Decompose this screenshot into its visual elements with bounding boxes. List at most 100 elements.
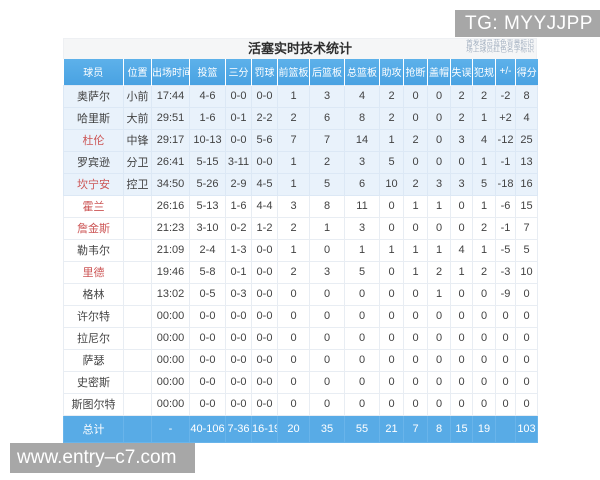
stat-cell: 14 (344, 128, 380, 152)
stat-cell: 5 (309, 172, 345, 196)
stat-cell: 0-5 (189, 282, 226, 306)
stat-cell: 103 (515, 414, 538, 443)
stat-cell: 0-1 (225, 260, 252, 284)
stat-cell: 0 (403, 370, 428, 394)
stat-cell: -18 (495, 172, 516, 196)
stat-cell: 1 (344, 238, 380, 262)
column-header: 球员 (63, 59, 124, 85)
stat-cell: 0-3 (225, 282, 252, 306)
stat-cell: 2 (277, 216, 310, 240)
stat-cell: -1 (495, 150, 516, 174)
stat-cell: 1 (472, 238, 496, 262)
stat-cell: 0 (450, 282, 473, 306)
legend-line-oncourt: 场上球员红色名字标识 (466, 46, 534, 54)
stat-cell: 1 (472, 150, 496, 174)
stat-cell: 0 (495, 304, 516, 328)
player-name: 斯图尔特 (63, 392, 124, 416)
stat-cell: 1 (472, 106, 496, 130)
stat-cell: 1 (427, 194, 451, 218)
stat-cell: 0 (515, 370, 538, 394)
table-header-row: 球员 位置 出场时间 投篮 三分 罚球 前篮板 后篮板 总篮板 助攻 抢断 盖帽 失误 犯规 +/- 得分 (63, 59, 538, 85)
stat-cell: 0 (427, 348, 451, 372)
player-position (123, 194, 152, 218)
watermark-telegram: TG: MYYJJPP (455, 10, 600, 37)
player-position (123, 216, 152, 240)
stat-cell: 0 (344, 370, 380, 394)
stat-cell: 0 (344, 348, 380, 372)
stat-cell: 1 (427, 282, 451, 306)
stat-cell: 55 (344, 414, 380, 443)
stat-cell: 2 (450, 84, 473, 108)
stat-cell: 16-19 (251, 414, 278, 443)
stat-cell: 0 (403, 392, 428, 416)
player-name: 史密斯 (63, 370, 124, 394)
stat-cell: 4 (450, 238, 473, 262)
stat-cell: 0 (450, 150, 473, 174)
stat-cell: 4 (344, 84, 380, 108)
stat-cell: 3 (344, 216, 380, 240)
stat-cell: 1 (277, 150, 310, 174)
stat-cell: 1-6 (225, 194, 252, 218)
player-position (123, 348, 152, 372)
stat-cell: 0 (427, 392, 451, 416)
stat-cell: 0-0 (225, 84, 252, 108)
stat-cell: 19 (472, 414, 496, 443)
player-name: 哈里斯 (63, 106, 124, 130)
column-header: 总篮板 (344, 59, 380, 85)
stat-cell: 0 (427, 150, 451, 174)
stat-cell: 0 (403, 304, 428, 328)
player-position (123, 304, 152, 328)
legend-line-starters: 首发球员蓝色背景标识 (466, 39, 534, 47)
watermark-site-url: www.entry–c7.com (10, 443, 195, 473)
player-name: 萨瑟 (63, 348, 124, 372)
stat-cell: 1 (403, 260, 428, 284)
stat-cell: 7 (277, 128, 310, 152)
stat-cell: 0 (379, 370, 404, 394)
stat-cell: 0 (427, 304, 451, 328)
stat-cell: 0 (309, 238, 345, 262)
stat-cell: 2 (403, 172, 428, 196)
stat-cell: 1 (450, 260, 473, 284)
player-position (123, 260, 152, 284)
stat-cell: 8 (515, 84, 538, 108)
column-header: 出场时间 (151, 59, 190, 85)
stat-cell: 0 (344, 282, 380, 306)
stat-cell: 0 (403, 216, 428, 240)
stat-cell: 2-2 (251, 106, 278, 130)
stat-cell: 0-0 (225, 370, 252, 394)
column-header: 得分 (515, 59, 538, 85)
stat-cell: 00:00 (151, 370, 190, 394)
stat-cell: 0 (427, 216, 451, 240)
stat-cell: 16 (515, 172, 538, 196)
stat-cell: 10 (379, 172, 404, 196)
stat-cell: 34:50 (151, 172, 190, 196)
stat-cell: 0 (403, 326, 428, 350)
stat-cell: 4 (472, 128, 496, 152)
stat-cell: 0-0 (225, 392, 252, 416)
column-header: 前篮板 (277, 59, 310, 85)
stat-cell: 0 (403, 150, 428, 174)
stat-cell: 1 (277, 238, 310, 262)
stat-cell: 15 (450, 414, 473, 443)
stat-cell: 20 (277, 414, 310, 443)
stat-cell: 00:00 (151, 304, 190, 328)
stat-cell: 0 (450, 304, 473, 328)
stat-cell: 0-0 (189, 304, 226, 328)
stat-cell: 0-0 (251, 370, 278, 394)
stat-cell: 3 (450, 128, 473, 152)
stat-cell: 7 (515, 216, 538, 240)
stat-cell: -3 (495, 260, 516, 284)
stat-cell: 0 (379, 326, 404, 350)
stat-cell: 0-0 (251, 326, 278, 350)
column-header: 助攻 (379, 59, 404, 85)
stat-cell: - (151, 414, 190, 443)
stat-cell: 0 (344, 304, 380, 328)
stat-cell: 2 (472, 260, 496, 284)
stat-cell: 7 (403, 414, 428, 443)
stat-cell: 4-6 (189, 84, 226, 108)
player-row: 霍兰 26:16 5-13 1-6 4-4 3 8 11 0 1 1 0 1 -6 15 (63, 194, 538, 218)
player-name: 勒韦尔 (63, 238, 124, 262)
stat-cell: 2 (309, 150, 345, 174)
stat-cell: 0-0 (251, 84, 278, 108)
stat-cell: 0 (379, 392, 404, 416)
